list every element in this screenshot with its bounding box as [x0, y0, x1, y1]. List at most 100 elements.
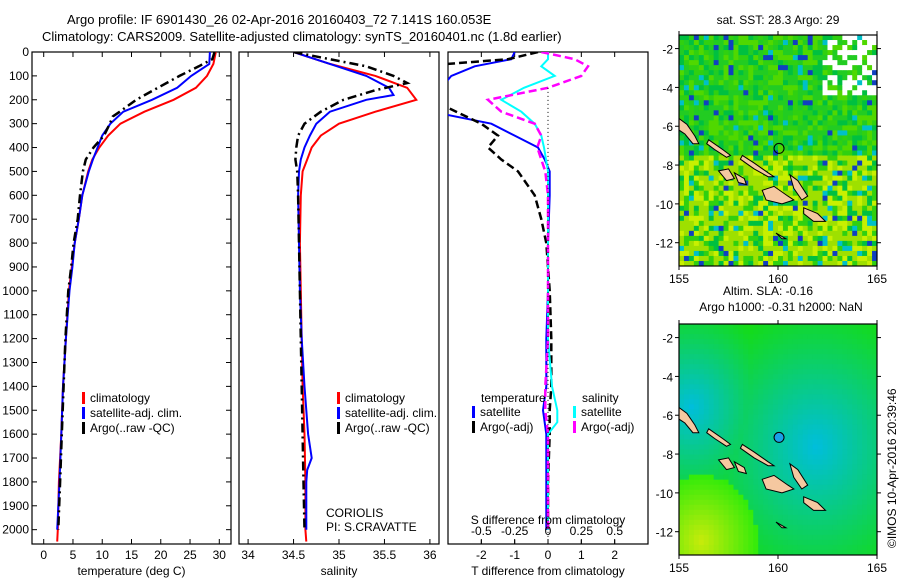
map-cell [683, 344, 690, 350]
map-cell [807, 195, 814, 202]
map-cell [857, 429, 863, 435]
map-cell [738, 55, 744, 61]
map-cell [827, 195, 833, 202]
map-cell [867, 444, 873, 451]
map-cell [743, 489, 749, 496]
map-cell [797, 329, 804, 335]
map-cell [679, 349, 685, 355]
map-cell [708, 45, 715, 51]
map-cell [847, 339, 853, 345]
map-cell [827, 95, 833, 101]
map-cell [748, 324, 754, 330]
map-cell [832, 45, 838, 51]
map-cell [718, 80, 725, 86]
map-cell [713, 549, 720, 555]
map-cell [822, 255, 828, 262]
map-cell [703, 514, 710, 521]
map-cell [698, 359, 705, 365]
map-cell [703, 474, 710, 481]
map-cell [753, 260, 759, 266]
map-cell [842, 454, 848, 461]
map-cell [778, 175, 784, 182]
map-cell [852, 195, 858, 202]
map-cell [778, 160, 784, 167]
map-cell [827, 205, 833, 212]
map-cell [807, 75, 814, 81]
map-cell [822, 399, 828, 405]
y-tick-label: -6 [662, 409, 673, 423]
map-cell [872, 190, 877, 197]
map-cell [872, 384, 877, 390]
map-cell [703, 160, 710, 167]
map-cell [743, 250, 749, 257]
map-cell [857, 549, 863, 555]
map-cell [822, 240, 828, 247]
map-cell [792, 509, 799, 516]
map-cell [842, 255, 848, 262]
map-cell [817, 484, 824, 491]
map-cell [733, 419, 739, 425]
map-cell [802, 50, 809, 56]
map-cell [698, 344, 705, 350]
map-cell [748, 225, 754, 232]
map-cell [773, 70, 779, 76]
map-cell [768, 459, 774, 466]
map-cell [822, 334, 828, 340]
map-cell [862, 334, 868, 340]
map-cell [862, 384, 868, 390]
map-cell [792, 115, 799, 121]
map-cell [713, 394, 720, 400]
map-cell [743, 60, 749, 66]
map-cell [797, 384, 804, 390]
map-cell [728, 324, 734, 330]
map-cell [812, 514, 819, 521]
map-cell [832, 220, 838, 227]
map-cell [728, 339, 734, 345]
map-cell [847, 120, 853, 126]
map-cell [698, 195, 705, 202]
map-cell [708, 359, 715, 365]
map-cell [832, 379, 838, 385]
map-cell [787, 245, 794, 252]
map-cell [857, 394, 863, 400]
map-cell [822, 100, 828, 106]
map-cell [743, 479, 749, 486]
map-cell [778, 514, 784, 521]
map-cell [847, 364, 853, 370]
map-cell [703, 379, 710, 385]
map-cell [718, 65, 725, 71]
map-cell [693, 464, 700, 471]
map-cell [753, 75, 759, 81]
map-cell [679, 374, 685, 380]
map-cell [812, 170, 819, 177]
map-cell [817, 449, 824, 456]
map-cell [768, 255, 774, 262]
map-cell [703, 145, 710, 151]
map-cell [847, 135, 853, 141]
pi-label: PI: S.CRAVATTE [326, 520, 417, 534]
map-cell [807, 260, 814, 266]
map-cell [778, 349, 784, 355]
map-cell [773, 65, 779, 71]
map-cell [723, 384, 729, 390]
map-cell [763, 75, 769, 81]
map-cell [708, 509, 715, 516]
map-cell [867, 170, 873, 177]
map-cell [768, 499, 774, 506]
map-cell [782, 349, 789, 355]
map-cell [738, 339, 744, 345]
map-cell [817, 499, 824, 506]
map-cell [679, 549, 685, 555]
map-cell [852, 220, 858, 227]
map-cell [862, 344, 868, 350]
x-tick-label: 5 [70, 548, 77, 562]
map-cell [723, 414, 729, 420]
map-cell [862, 474, 868, 481]
map-cell [733, 165, 739, 172]
map-cell [817, 344, 824, 350]
map-cell [738, 374, 744, 380]
map-cell [748, 205, 754, 212]
map-cell [837, 479, 843, 486]
map-cell [773, 444, 779, 451]
map-cell [862, 339, 868, 345]
